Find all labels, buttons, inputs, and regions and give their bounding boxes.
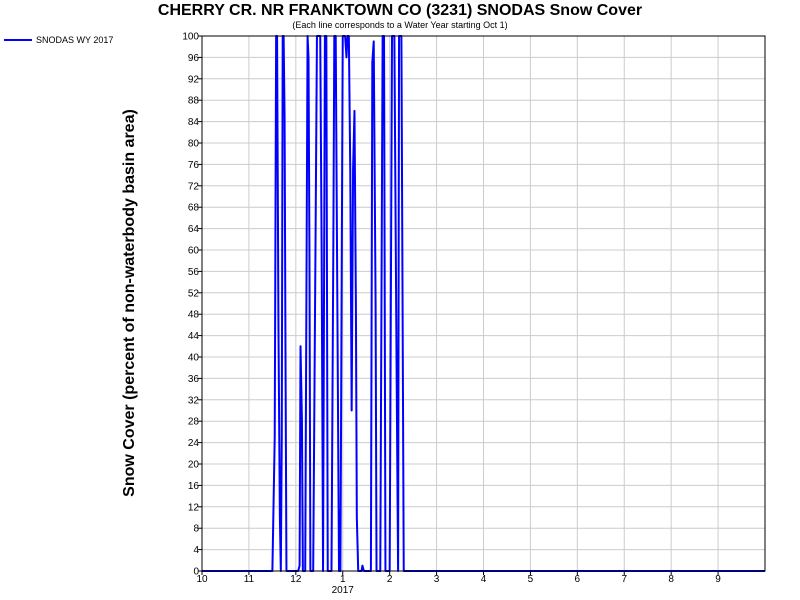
y-tick-label: 0 — [193, 567, 199, 578]
y-tick-label: 60 — [188, 246, 200, 257]
x-tick-label: 7 — [621, 574, 627, 585]
y-tick-label: 80 — [188, 139, 200, 150]
y-tick-label: 16 — [188, 481, 200, 492]
y-tick-label: 28 — [188, 417, 200, 428]
x-tick-label: 9 — [715, 574, 721, 585]
y-tick-label: 100 — [182, 32, 199, 43]
y-tick-label: 4 — [193, 545, 199, 556]
x-tick-label: 5 — [528, 574, 534, 585]
x-year-label: 2017 — [332, 585, 355, 596]
y-tick-label: 36 — [188, 374, 200, 385]
y-tick-label: 68 — [188, 203, 200, 214]
x-tick-label: 11 — [244, 574, 255, 585]
x-tick-label: 1 — [340, 574, 346, 585]
y-tick-label: 96 — [188, 53, 200, 64]
y-tick-label: 52 — [188, 288, 200, 299]
y-tick-label: 8 — [193, 524, 199, 535]
y-tick-label: 48 — [188, 310, 200, 321]
y-tick-label: 40 — [188, 353, 200, 364]
y-tick-label: 92 — [188, 74, 200, 85]
chart-title: CHERRY CR. NR FRANKTOWN CO (3231) SNODAS… — [157, 2, 643, 19]
x-tick-label: 12 — [290, 574, 302, 585]
y-tick-label: 64 — [188, 224, 200, 235]
legend-swatch — [4, 39, 32, 41]
x-tick-label: 8 — [668, 574, 674, 585]
x-tick-label: 6 — [575, 574, 581, 585]
legend-label: SNODAS WY 2017 — [36, 35, 114, 45]
y-tick-label: 44 — [188, 331, 200, 342]
gridlines — [202, 36, 765, 571]
y-tick-label: 24 — [188, 438, 200, 449]
y-tick-label: 56 — [188, 267, 200, 278]
legend: SNODAS WY 2017 — [4, 35, 113, 45]
y-tick-label: 20 — [188, 460, 200, 471]
y-tick-label: 84 — [188, 117, 200, 128]
y-tick-label: 72 — [188, 181, 200, 192]
y-tick-label: 88 — [188, 96, 200, 107]
chart-subtitle: (Each line corresponds to a Water Year s… — [292, 20, 508, 30]
x-tick-label: 2 — [387, 574, 393, 585]
x-tick-label: 10 — [196, 574, 208, 585]
y-tick-label: 12 — [188, 502, 200, 513]
y-axis-ticks: 0481216202428323640444852566064687276808… — [182, 32, 202, 578]
y-tick-label: 76 — [188, 160, 200, 171]
x-tick-label: 3 — [434, 574, 440, 585]
y-tick-label: 32 — [188, 395, 200, 406]
x-tick-label: 4 — [481, 574, 487, 585]
